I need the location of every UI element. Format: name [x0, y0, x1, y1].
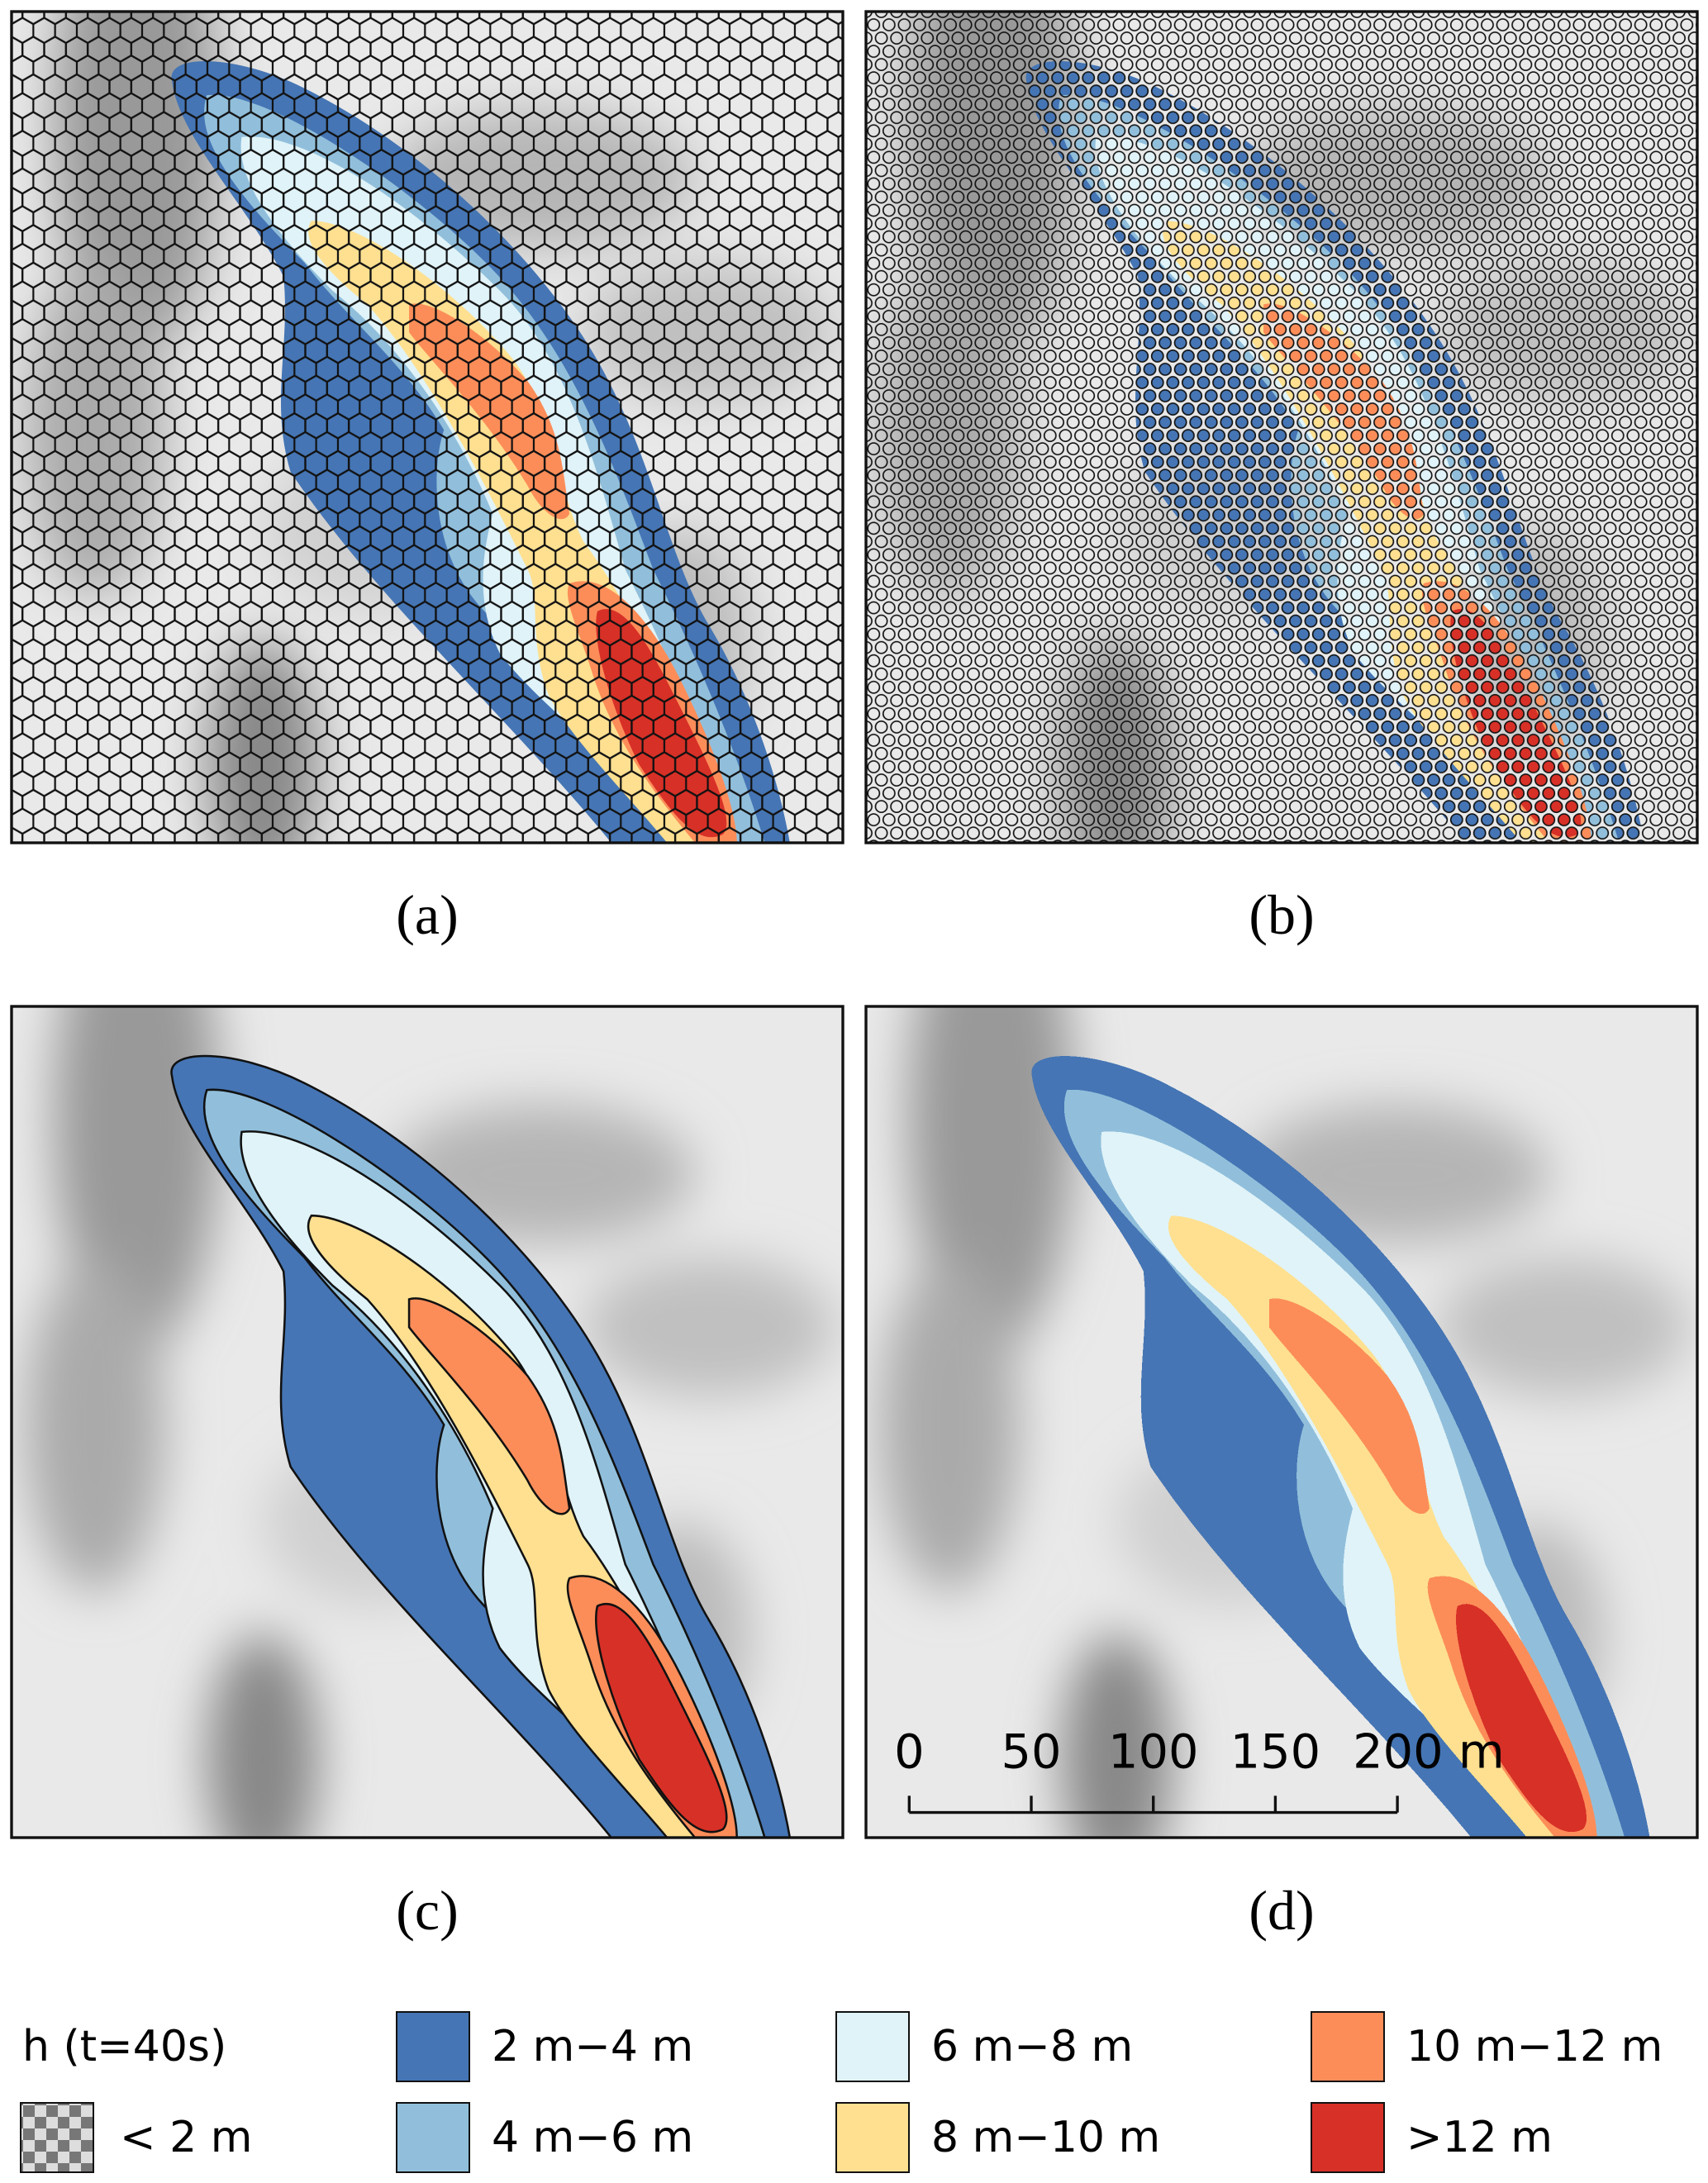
scale-label: 100: [1108, 1724, 1199, 1780]
particles: [866, 12, 1697, 843]
relief: [879, 1257, 1020, 1592]
relief: [583, 1257, 835, 1397]
relief: [1061, 1634, 1173, 1838]
scale-label: 150: [1230, 1724, 1321, 1780]
panel-label: (d): [1249, 1879, 1314, 1942]
panel-label: (b): [1249, 883, 1314, 946]
map-content: [866, 1006, 1697, 1838]
scale-label: 0: [894, 1724, 925, 1780]
legend-label: 2 m−4 m: [492, 2022, 693, 2071]
panel-border: [864, 10, 1699, 844]
panel-border: [10, 10, 844, 844]
legend-swatch: [835, 2011, 910, 2082]
panel-label: (c): [396, 1879, 458, 1942]
legend-label: 6 m−8 m: [931, 2022, 1133, 2071]
legend-label: < 2 m: [120, 2113, 252, 2162]
flow-depth: [1031, 1056, 1650, 1838]
mesh: [12, 12, 843, 843]
map-panel: [10, 1005, 844, 1839]
scale-label: 50: [1001, 1724, 1062, 1780]
legend-label: 8 m−10 m: [931, 2113, 1160, 2162]
relief: [207, 1634, 319, 1838]
panel-label: (a): [396, 883, 458, 946]
legend-label: 4 m−6 m: [492, 2113, 693, 2162]
map-panel: 0 50 100 150 200 m: [864, 1005, 1699, 1839]
panel-border: [10, 1005, 844, 1839]
map-content: [866, 12, 1697, 844]
depth-zone: [1456, 1604, 1587, 1833]
legend-label: >12 m: [1406, 2113, 1553, 2162]
legend-swatch: [396, 2011, 470, 2082]
map-panel: [10, 10, 844, 844]
legend-swatch: [1311, 2102, 1385, 2173]
map-panel: [864, 10, 1699, 844]
relief: [1438, 1257, 1689, 1397]
legend-label: 10 m−12 m: [1406, 2022, 1663, 2071]
relief: [25, 1257, 165, 1592]
legend-swatch: [835, 2102, 910, 2173]
legend-swatch: [1311, 2011, 1385, 2082]
legend-swatch: [20, 2102, 94, 2173]
scale-label: 200 m: [1353, 1724, 1505, 1780]
map-content: [12, 12, 843, 844]
legend-title: h (t=40s): [22, 2022, 226, 2071]
panel-border: [864, 1005, 1699, 1839]
map-content: [12, 1006, 843, 1838]
flow-depth: [170, 1054, 792, 1838]
depth-zone: [595, 1603, 728, 1833]
legend-swatch: [396, 2102, 470, 2173]
